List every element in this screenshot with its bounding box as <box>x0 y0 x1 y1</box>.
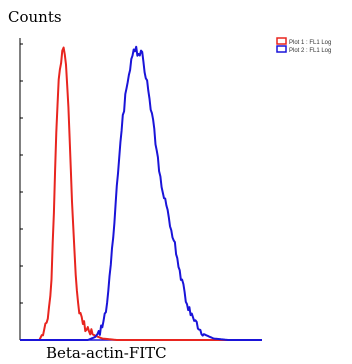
y-axis-label: Counts <box>8 8 62 26</box>
series-line-plot-2 <box>20 45 262 341</box>
series-layer <box>20 45 262 341</box>
legend-label-plot-2: Plot 2 : FL1 Log <box>289 48 331 54</box>
y-axis-ticks <box>20 43 23 304</box>
x-axis-label: Beta-actin-FITC <box>46 344 167 362</box>
series-line-plot-1 <box>20 46 262 341</box>
legend-swatch-plot-2 <box>276 45 287 53</box>
legend: Plot 1 : FL1 Log Plot 2 : FL1 Log <box>276 37 331 54</box>
legend-swatch-plot-1 <box>276 37 287 45</box>
legend-label-plot-1: Plot 1 : FL1 Log <box>289 40 331 46</box>
plot-area <box>19 38 262 341</box>
